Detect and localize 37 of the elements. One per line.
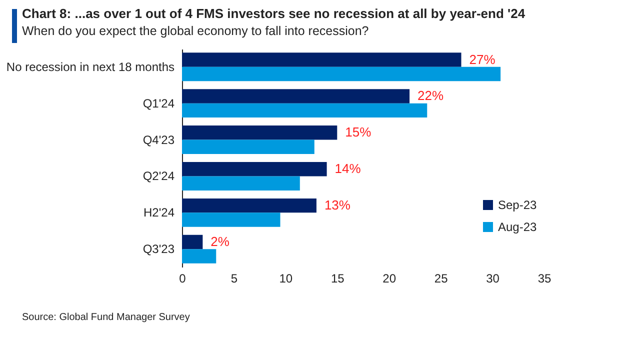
data-label: 14% <box>334 161 362 176</box>
bar <box>182 103 428 118</box>
x-tick-label: 5 <box>230 272 238 286</box>
x-tick-label: 25 <box>434 272 448 286</box>
data-label: 15% <box>345 124 372 140</box>
x-tick-label: 0 <box>179 272 186 286</box>
bar <box>182 249 216 264</box>
source-note: Source: Global Fund Manager Survey <box>22 312 190 323</box>
bar <box>182 162 327 176</box>
x-tick-label: 35 <box>538 272 552 286</box>
x-tick-label: 30 <box>486 272 500 286</box>
data-label: 27% <box>469 52 496 67</box>
x-tick-label: 15 <box>330 272 345 286</box>
bar <box>182 212 280 227</box>
bar <box>182 140 314 154</box>
bar <box>182 89 410 104</box>
y-tick-label: Q1'24 <box>142 96 175 110</box>
data-label: 22% <box>418 88 444 104</box>
legend-label: Sep-23 <box>498 198 538 212</box>
bar <box>182 198 316 213</box>
y-tick-label: Q2'24 <box>142 169 175 184</box>
bar <box>182 234 203 250</box>
data-label: 2% <box>210 234 230 250</box>
x-tick-label: 10 <box>279 272 293 286</box>
y-tick-label: No recession in next 18 months <box>6 60 174 74</box>
y-tick-label: H2'24 <box>144 206 175 220</box>
bar <box>182 176 300 190</box>
legend-label: Aug-23 <box>498 220 538 234</box>
bar <box>182 66 501 82</box>
y-tick-label: Q3'23 <box>142 242 175 256</box>
bar <box>182 126 338 140</box>
bar <box>182 52 462 67</box>
chart-title: Chart 8: ...as over 1 out of 4 FMS investors see no recession at all by year-end '24 <box>22 6 526 21</box>
y-tick-label: Q4'23 <box>142 132 175 147</box>
data-label: 13% <box>324 198 351 213</box>
chart-subtitle: When do you expect the global economy to fall into recession? <box>22 24 370 38</box>
x-tick-label: 20 <box>382 272 396 286</box>
